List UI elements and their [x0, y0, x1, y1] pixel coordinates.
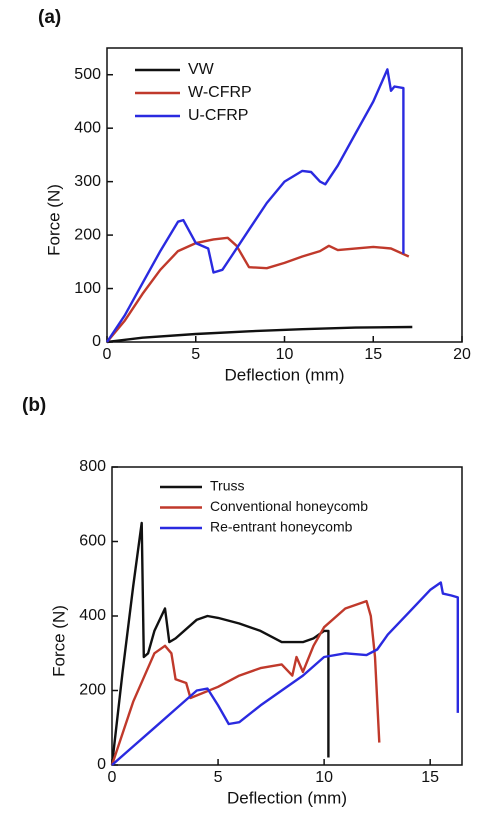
y-tick-label: 400: [74, 119, 101, 136]
y-tick-label: 0: [97, 756, 106, 773]
y-tick-label: 500: [74, 66, 101, 83]
series-line: [110, 599, 381, 766]
x-axis-label: Deflection (mm): [227, 788, 347, 807]
y-tick-label: 200: [74, 226, 101, 243]
y-tick-label: 400: [79, 607, 106, 624]
x-tick-label: 10: [276, 346, 294, 363]
legend-label: U-CFRP: [188, 107, 248, 124]
legend-label: Truss: [210, 478, 244, 494]
panel-label: (b): [22, 395, 46, 416]
y-tick-label: 300: [74, 173, 101, 190]
y-tick-label: 100: [74, 280, 101, 297]
x-tick-label: 0: [108, 769, 117, 786]
series-line: [110, 521, 330, 766]
y-axis-label: Force (N): [44, 184, 63, 256]
x-tick-label: 15: [364, 346, 382, 363]
y-tick-label: 0: [92, 333, 101, 350]
legend-label: W-CFRP: [188, 84, 252, 101]
series-line: [106, 325, 413, 344]
series-line: [106, 236, 410, 343]
y-tick-label: 200: [79, 682, 106, 699]
legend-label: VW: [188, 61, 215, 78]
x-tick-label: 15: [421, 769, 439, 786]
x-tick-label: 5: [214, 769, 223, 786]
legend-label: Conventional honeycomb: [210, 498, 368, 514]
panel-label: (a): [38, 7, 61, 28]
x-tick-label: 20: [453, 346, 471, 363]
x-axis-label: Deflection (mm): [225, 365, 345, 384]
legend-label: Re-entrant honeycomb: [210, 519, 353, 535]
x-tick-label: 0: [103, 346, 112, 363]
y-tick-label: 600: [79, 533, 106, 550]
y-axis-label: Force (N): [49, 605, 68, 677]
x-tick-label: 5: [191, 346, 200, 363]
x-tick-label: 10: [315, 769, 333, 786]
series-line: [111, 581, 459, 766]
series-line: [106, 68, 405, 343]
y-tick-label: 800: [79, 458, 106, 475]
